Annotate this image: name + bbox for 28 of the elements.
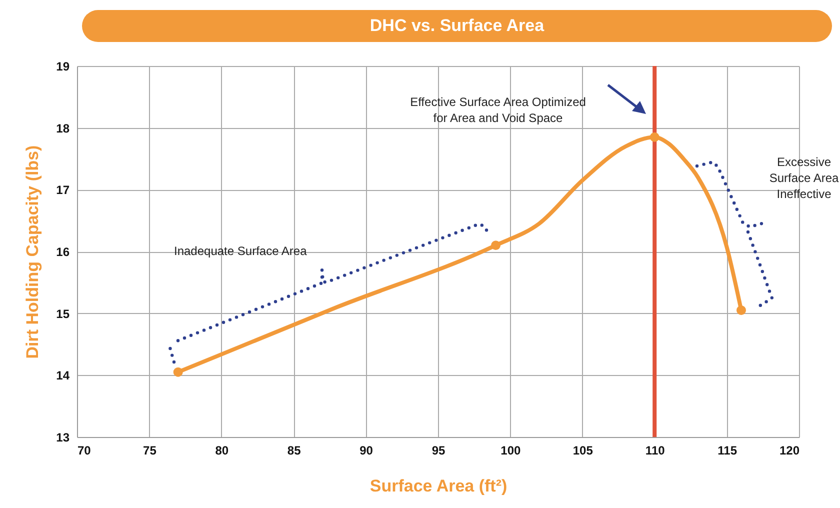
x-axis-title: Surface Area (ft²) bbox=[370, 476, 508, 496]
point bbox=[491, 240, 501, 250]
x-tick-label: 110 bbox=[645, 444, 666, 458]
chart-title: DHC vs. Surface Area bbox=[82, 10, 832, 42]
point bbox=[173, 367, 183, 377]
y-axis-title: Dirt Holding Capacity (lbs) bbox=[23, 145, 42, 359]
y-tick-label: 14 bbox=[56, 368, 70, 383]
x-tick-label: 100 bbox=[500, 444, 522, 458]
point bbox=[736, 306, 746, 315]
y-tick-label: 19 bbox=[56, 60, 70, 74]
x-tick-label: 120 bbox=[779, 444, 800, 458]
x-tick-label: 75 bbox=[143, 444, 157, 458]
point bbox=[650, 132, 660, 142]
x-tick-label: 70 bbox=[78, 444, 92, 458]
x-tick-label: 80 bbox=[215, 444, 229, 458]
annotation: Inadequate Surface Area bbox=[174, 244, 308, 258]
y-tick-label: 13 bbox=[56, 430, 70, 444]
annotation: Excessive Surface Area Ineffective bbox=[769, 155, 840, 201]
annotation: Effective Surface Area Optimized for Area and Void Space bbox=[410, 95, 586, 125]
y-tick-label: 17 bbox=[56, 183, 70, 198]
y-tick-label: 18 bbox=[56, 121, 70, 136]
x-tick-label: 95 bbox=[432, 444, 446, 458]
y-tick-label: 15 bbox=[56, 306, 70, 321]
x-tick-label: 85 bbox=[287, 444, 302, 458]
y-tick-label: 16 bbox=[56, 245, 70, 259]
x-tick-label: 115 bbox=[718, 444, 738, 458]
x-tick-label: 90 bbox=[360, 444, 374, 458]
x-tick-label: 105 bbox=[572, 444, 594, 458]
